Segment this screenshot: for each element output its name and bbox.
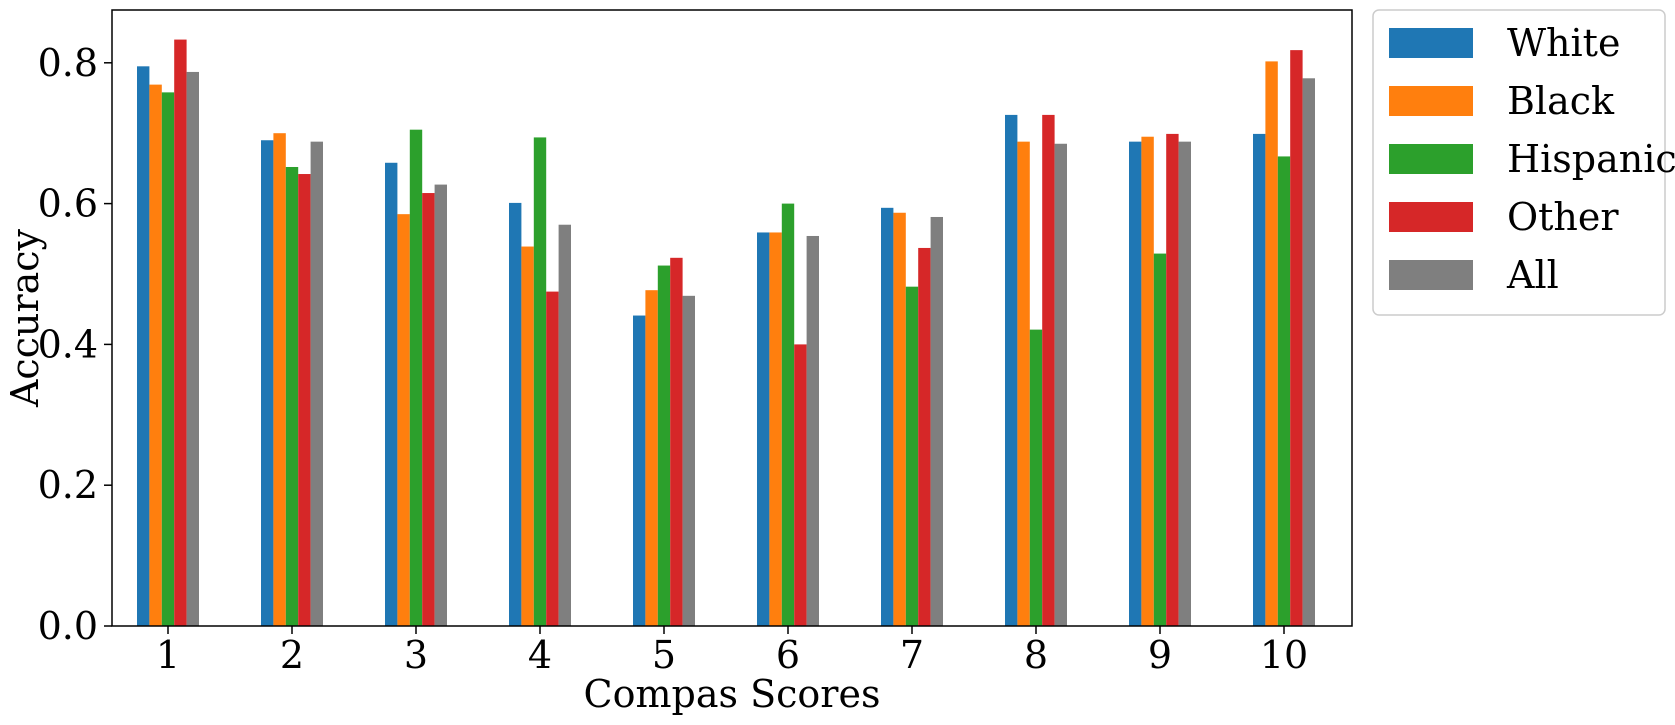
bar-white-1 (137, 66, 150, 626)
legend-label-white: White (1507, 21, 1620, 65)
bar-hispanic-9 (1153, 253, 1167, 626)
x-tick-label: 3 (404, 633, 428, 677)
bars-group (137, 39, 1315, 627)
bar-white-7 (881, 207, 894, 626)
bar-hispanic-7 (905, 286, 919, 626)
bar-black-6 (769, 232, 782, 626)
bar-white-2 (261, 140, 274, 627)
bar-hispanic-8 (1029, 329, 1043, 626)
bar-other-7 (918, 247, 931, 626)
bar-all-8 (1054, 143, 1067, 626)
bar-other-3 (422, 193, 435, 627)
bar-all-5 (682, 295, 695, 626)
bar-all-10 (1302, 78, 1315, 627)
x-tick-label: 8 (1024, 633, 1048, 677)
bar-hispanic-2 (285, 166, 299, 627)
x-tick-label: 5 (652, 633, 676, 677)
legend-swatch-all (1389, 260, 1473, 290)
y-tick-label: 0.4 (38, 322, 98, 366)
x-tick-label: 10 (1260, 633, 1308, 677)
legend-swatch-white (1389, 28, 1473, 58)
bar-all-7 (930, 216, 943, 627)
bar-other-9 (1166, 133, 1179, 626)
bar-hispanic-3 (409, 129, 423, 626)
x-tick-label: 1 (156, 633, 180, 677)
legend-label-hispanic: Hispanic (1507, 137, 1675, 181)
legend-label-all: All (1506, 253, 1559, 297)
bar-hispanic-6 (781, 203, 795, 626)
x-tick-label: 7 (900, 633, 924, 677)
legend-swatch-other (1389, 202, 1473, 232)
bar-other-10 (1290, 50, 1303, 626)
bar-black-7 (893, 212, 906, 626)
legend: White Black Hispanic Other All (1372, 9, 1675, 316)
bar-white-5 (633, 315, 646, 626)
y-tick-label: 0.0 (38, 604, 98, 648)
plot-frame (111, 9, 1353, 627)
bar-black-5 (645, 290, 658, 626)
bar-white-8 (1005, 114, 1018, 627)
x-tick-label: 2 (280, 633, 304, 677)
x-axis-label: Compas Scores (584, 672, 881, 716)
bar-black-10 (1265, 61, 1278, 626)
bar-black-8 (1017, 141, 1030, 626)
bar-white-10 (1253, 133, 1266, 626)
bar-white-9 (1129, 141, 1142, 626)
bar-black-4 (521, 246, 534, 627)
legend-label-black: Black (1507, 79, 1615, 123)
y-tick-label: 0.8 (38, 41, 98, 85)
bar-other-5 (670, 257, 683, 626)
bar-all-6 (806, 235, 819, 627)
x-tick-label: 9 (1148, 633, 1172, 677)
bar-hispanic-4 (533, 137, 547, 627)
legend-swatch-hispanic (1389, 144, 1473, 174)
bar-black-2 (273, 133, 286, 626)
bar-all-9 (1178, 141, 1191, 626)
bar-black-3 (397, 214, 410, 626)
bar-black-1 (149, 84, 162, 627)
bar-white-6 (757, 232, 770, 626)
bar-all-3 (434, 184, 447, 626)
x-axis: 1 2 3 4 5 6 7 8 9 10 (156, 626, 1308, 677)
bar-other-2 (298, 174, 311, 626)
legend-label-other: Other (1507, 195, 1619, 239)
bar-other-6 (794, 344, 807, 626)
y-tick-label: 0.2 (38, 463, 98, 507)
bar-all-4 (558, 224, 571, 626)
x-tick-label: 6 (776, 633, 800, 677)
bar-other-4 (546, 291, 559, 626)
bar-white-4 (509, 202, 522, 626)
bar-other-8 (1042, 114, 1055, 627)
y-axis: 0.0 0.2 0.4 0.6 0.8 (38, 41, 112, 648)
bar-white-3 (385, 162, 398, 626)
y-axis-label: Accuracy (3, 228, 47, 408)
bar-hispanic-5 (657, 265, 671, 626)
x-tick-label: 4 (528, 633, 552, 677)
bar-all-2 (310, 141, 323, 626)
bar-hispanic-10 (1277, 156, 1291, 626)
bar-hispanic-1 (161, 92, 175, 627)
legend-swatch-black (1389, 86, 1473, 116)
bar-black-9 (1141, 136, 1154, 626)
bar-other-1 (174, 39, 187, 626)
bar-all-1 (186, 71, 199, 626)
y-tick-label: 0.6 (38, 182, 98, 226)
